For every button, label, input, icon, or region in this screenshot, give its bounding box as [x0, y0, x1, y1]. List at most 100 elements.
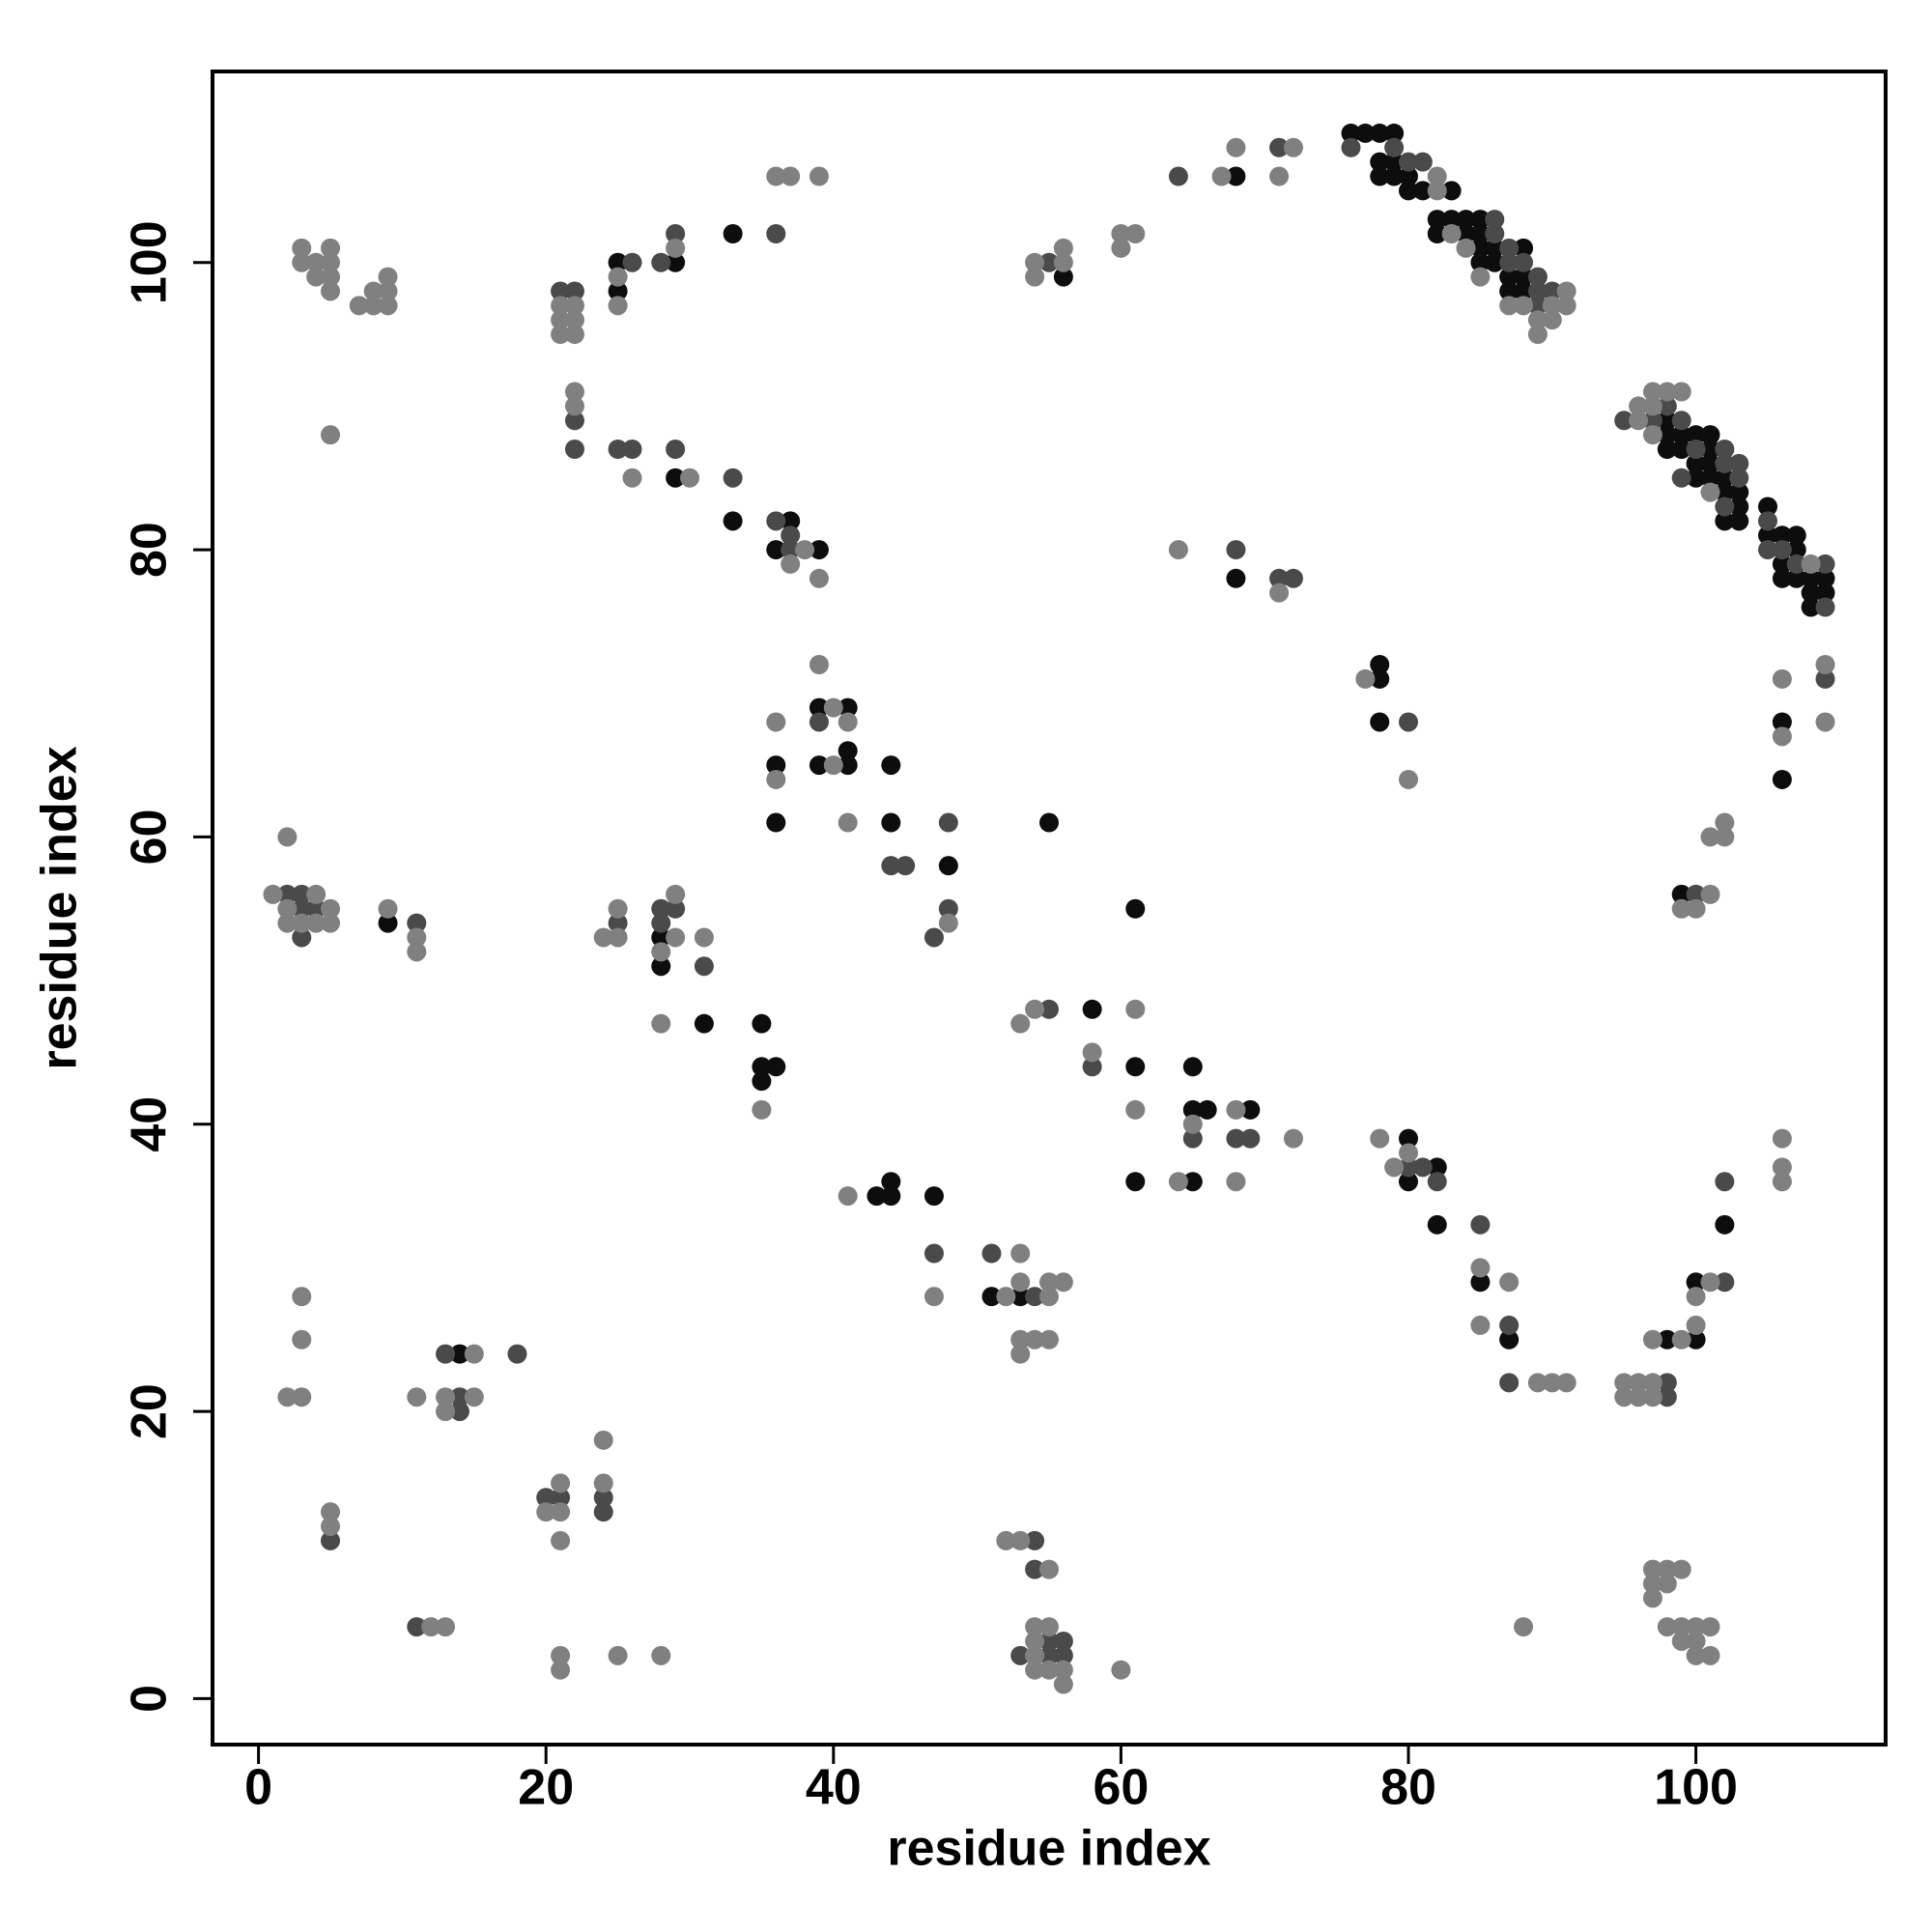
point [1657, 1559, 1677, 1579]
point [881, 1172, 901, 1192]
point [407, 942, 427, 962]
point [1671, 1559, 1691, 1579]
point [1772, 712, 1792, 732]
point [1686, 1272, 1706, 1293]
point [1283, 1128, 1303, 1149]
point [1642, 1329, 1662, 1350]
point [507, 1344, 527, 1364]
point [1686, 1315, 1706, 1335]
point [1772, 769, 1792, 789]
x-tick-label: 100 [1654, 1760, 1738, 1816]
point [1700, 884, 1720, 904]
point [1182, 1057, 1203, 1077]
point [1197, 1099, 1217, 1120]
point [608, 296, 628, 316]
point [1686, 1645, 1706, 1665]
point [1168, 166, 1188, 186]
point [823, 697, 843, 718]
point [1700, 1617, 1720, 1637]
point [378, 913, 398, 933]
point [436, 1402, 456, 1422]
point [1226, 1172, 1246, 1192]
point [923, 927, 944, 948]
point [1686, 884, 1706, 904]
point [1370, 655, 1390, 675]
point [449, 1387, 469, 1407]
point [1527, 310, 1548, 330]
point [1269, 137, 1290, 157]
point [1514, 252, 1534, 272]
point [1025, 252, 1045, 272]
point [996, 1287, 1016, 1307]
point [1182, 1114, 1203, 1134]
point [1082, 1042, 1102, 1063]
point [1657, 1329, 1677, 1350]
point [1039, 1617, 1059, 1637]
point [1514, 238, 1534, 258]
point [1053, 238, 1073, 258]
point [1427, 1157, 1447, 1178]
point [1370, 166, 1390, 186]
point [723, 511, 743, 531]
point [436, 1387, 456, 1407]
point [608, 440, 628, 460]
point [1642, 1559, 1662, 1579]
point [564, 281, 584, 301]
point [1686, 1287, 1706, 1307]
point [1039, 1631, 1059, 1651]
point [551, 1530, 571, 1550]
point [1657, 382, 1677, 402]
point [349, 296, 369, 316]
point [306, 913, 327, 933]
point [1039, 252, 1059, 272]
point [694, 927, 714, 948]
point [263, 884, 283, 904]
point [1039, 1645, 1059, 1665]
point [1398, 712, 1418, 732]
point [838, 697, 858, 718]
point [1039, 999, 1059, 1019]
point [321, 898, 341, 919]
point [1398, 1172, 1418, 1192]
point [1700, 1645, 1720, 1665]
point [1786, 554, 1806, 574]
point [421, 1617, 441, 1637]
point [564, 411, 584, 431]
point [1657, 1373, 1677, 1393]
point [809, 712, 829, 732]
point [1341, 123, 1361, 143]
point [1398, 1157, 1418, 1178]
point [292, 1287, 312, 1307]
point [292, 1329, 312, 1350]
point [651, 956, 671, 977]
point [666, 898, 686, 919]
point [306, 267, 327, 287]
point [1671, 884, 1691, 904]
point [781, 540, 801, 560]
point [1226, 568, 1246, 588]
point [1729, 468, 1749, 488]
point [1642, 382, 1662, 402]
point [1269, 568, 1290, 588]
point [766, 712, 786, 732]
point [1614, 1373, 1634, 1393]
point [666, 223, 686, 243]
point [1470, 267, 1491, 287]
point [378, 296, 398, 316]
point [1686, 1631, 1706, 1651]
point [1499, 267, 1520, 287]
point [551, 1473, 571, 1493]
point [1025, 1559, 1045, 1579]
point [1729, 511, 1749, 531]
point [1815, 582, 1835, 603]
point [551, 1502, 571, 1522]
point [1700, 827, 1720, 847]
point [464, 1387, 484, 1407]
point [1384, 123, 1405, 143]
point [1053, 1272, 1073, 1293]
point [292, 252, 312, 272]
point [1039, 1329, 1059, 1350]
point [1111, 1660, 1131, 1680]
point [1226, 137, 1246, 157]
point [1025, 1287, 1045, 1307]
